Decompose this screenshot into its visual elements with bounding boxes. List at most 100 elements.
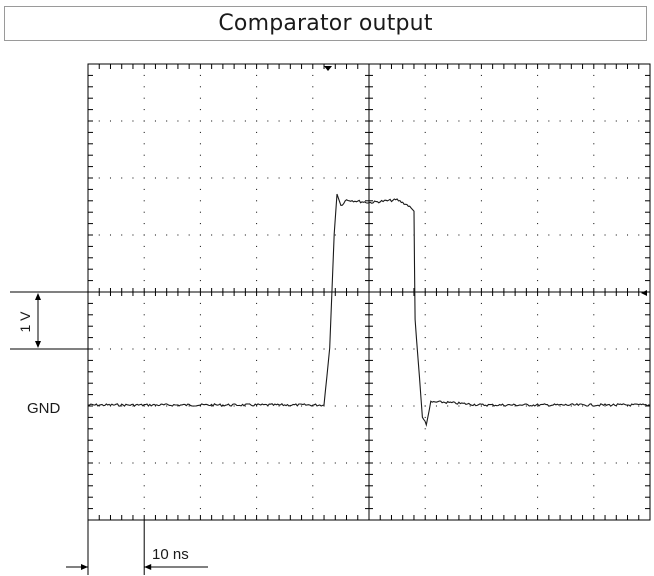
- grid-dot: [211, 177, 213, 179]
- grid-dot: [199, 200, 201, 202]
- grid-dot: [199, 166, 201, 168]
- grid-dot: [559, 348, 561, 350]
- grid-dot: [638, 120, 640, 122]
- grid-dot: [346, 120, 348, 122]
- grid-dot: [312, 348, 314, 350]
- grid-dot: [312, 257, 314, 259]
- grid-dot: [256, 348, 258, 350]
- grid-dot: [199, 337, 201, 339]
- grid-dot: [559, 462, 561, 464]
- grid-dot: [537, 462, 539, 464]
- grid-dot: [537, 257, 539, 259]
- grid-dot: [278, 405, 280, 407]
- grid-dot: [593, 109, 595, 111]
- grid-dot: [514, 462, 516, 464]
- grid-dot: [480, 302, 482, 304]
- grid-dot: [525, 462, 527, 464]
- grid-dot: [604, 462, 606, 464]
- grid-dot: [222, 405, 224, 407]
- grid-dot: [593, 97, 595, 99]
- grid-dot: [480, 188, 482, 190]
- grid-dot: [188, 405, 190, 407]
- grid-dot: [537, 120, 539, 122]
- grid-dot: [143, 280, 145, 282]
- grid-dot: [132, 120, 134, 122]
- grid-dot: [593, 428, 595, 430]
- grid-dot: [480, 462, 482, 464]
- grid-dot: [199, 143, 201, 145]
- grid-dot: [480, 485, 482, 487]
- grid-dot: [143, 245, 145, 247]
- grid-dot: [334, 462, 336, 464]
- grid-dot: [143, 177, 145, 179]
- grid-dot: [537, 177, 539, 179]
- grid-dot: [346, 234, 348, 236]
- grid-dot: [593, 223, 595, 225]
- grid-dot: [480, 314, 482, 316]
- grid-dot: [166, 348, 168, 350]
- grid-dot: [312, 439, 314, 441]
- grid-dot: [199, 485, 201, 487]
- grid-dot: [312, 451, 314, 453]
- grid-dot: [424, 416, 426, 418]
- grid-dot: [593, 496, 595, 498]
- grid-dot: [424, 439, 426, 441]
- grid-dot: [166, 234, 168, 236]
- grid-dot: [424, 496, 426, 498]
- grid-dot: [98, 177, 100, 179]
- grid-dot: [233, 177, 235, 179]
- grid-dot: [346, 462, 348, 464]
- gnd-label: GND: [27, 400, 61, 417]
- grid-dot: [593, 268, 595, 270]
- grid-dot: [390, 405, 392, 407]
- grid-dot: [267, 462, 269, 464]
- grid-dot: [98, 405, 100, 407]
- grid-dot: [447, 234, 449, 236]
- grid-dot: [492, 405, 494, 407]
- grid-dot: [211, 234, 213, 236]
- grid-dot: [480, 359, 482, 361]
- grid-dot: [593, 473, 595, 475]
- grid-dot: [480, 405, 482, 407]
- grid-dot: [256, 166, 258, 168]
- grid-dot: [503, 234, 505, 236]
- grid-dot: [537, 154, 539, 156]
- grid-dot: [582, 348, 584, 350]
- grid-dot: [233, 462, 235, 464]
- grid-dot: [548, 120, 550, 122]
- grid-dot: [492, 234, 494, 236]
- grid-dot: [233, 405, 235, 407]
- grid-dot: [109, 234, 111, 236]
- grid-dot: [593, 359, 595, 361]
- grid-dot: [256, 337, 258, 339]
- grid-dot: [402, 234, 404, 236]
- volt-scale-label: 1 V: [17, 311, 33, 333]
- grid-dot: [267, 348, 269, 350]
- grid-dot: [390, 462, 392, 464]
- grid-dot: [593, 177, 595, 179]
- grid-dot: [627, 405, 629, 407]
- grid-dot: [199, 405, 201, 407]
- grid-dot: [289, 462, 291, 464]
- grid-dot: [143, 200, 145, 202]
- grid-dot: [199, 74, 201, 76]
- grid-dot: [424, 348, 426, 350]
- grid-dot: [458, 462, 460, 464]
- grid-dot: [424, 177, 426, 179]
- grid-dot: [593, 234, 595, 236]
- grid-dot: [199, 86, 201, 88]
- grid-dot: [143, 337, 145, 339]
- grid-dot: [154, 177, 156, 179]
- grid-dot: [559, 405, 561, 407]
- grid-dot: [424, 97, 426, 99]
- grid-dot: [177, 234, 179, 236]
- grid-dot: [312, 143, 314, 145]
- grid-dot: [334, 120, 336, 122]
- grid-dot: [199, 382, 201, 384]
- grid-dot: [593, 348, 595, 350]
- grid-dot: [537, 97, 539, 99]
- grid-dot: [435, 462, 437, 464]
- grid-dot: [615, 462, 617, 464]
- grid-dot: [357, 348, 359, 350]
- grid-dot: [413, 348, 415, 350]
